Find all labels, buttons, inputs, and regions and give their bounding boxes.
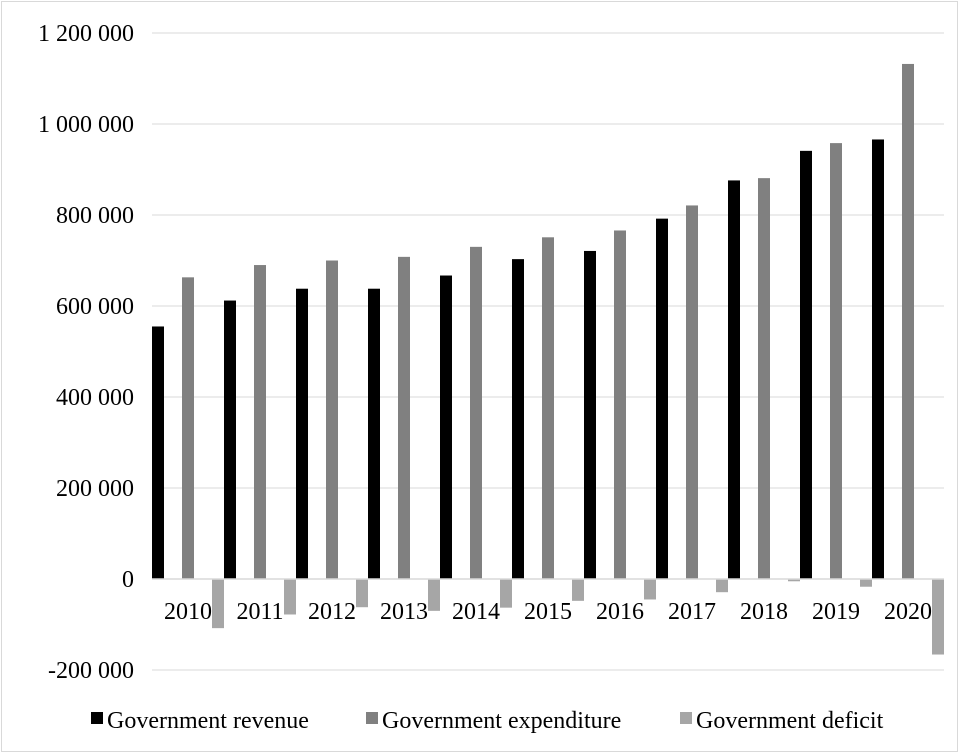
- y-tick-label: 200 000: [56, 476, 134, 502]
- y-tick-label: 1 200 000: [38, 21, 134, 47]
- x-tick-label: 2012: [308, 599, 356, 625]
- bar: [584, 250, 596, 579]
- bar: [656, 218, 668, 579]
- bar: [284, 579, 296, 615]
- x-tick-label: 2014: [452, 599, 500, 625]
- y-tick-label: -200 000: [48, 658, 134, 684]
- bar: [254, 265, 266, 579]
- bar: [326, 260, 338, 579]
- y-tick-label: 600 000: [56, 294, 134, 320]
- x-tick-label: 2015: [524, 599, 572, 625]
- bar: [356, 579, 368, 608]
- y-tick-label: 0: [122, 567, 134, 593]
- legend-label: Government revenue: [107, 708, 309, 734]
- bar: [830, 143, 842, 580]
- bar: [542, 237, 554, 580]
- bar: [932, 579, 944, 655]
- x-tick-label: 2010: [164, 599, 212, 625]
- bar: [212, 579, 224, 629]
- y-axis-ticks: -200 000 0 200 000 400 000 600 000 800 000 1 0…: [38, 21, 134, 684]
- bar: [296, 288, 308, 579]
- bar: [470, 246, 482, 579]
- bar: [872, 139, 884, 579]
- bar: [428, 579, 440, 611]
- legend: Government revenue Government expenditure…: [91, 708, 884, 734]
- bar: [152, 326, 164, 579]
- bar: [860, 579, 872, 587]
- x-tick-label: 2019: [812, 599, 860, 625]
- y-tick-label: 800 000: [56, 203, 134, 229]
- x-axis-ticks: 2010 2011 2012 2013 2014 2015 2016 2017 2018 2019…: [164, 599, 932, 625]
- legend-label: Government deficit: [696, 708, 884, 734]
- bar: [758, 178, 770, 579]
- x-tick-label: 2016: [596, 599, 644, 625]
- legend-label: Government expenditure: [382, 708, 621, 734]
- legend-swatch: [91, 712, 103, 724]
- x-tick-label: 2017: [668, 599, 716, 625]
- bar: [224, 300, 236, 579]
- bar: [716, 579, 728, 593]
- bar: [572, 579, 584, 601]
- y-tick-label: 400 000: [56, 385, 134, 411]
- bar: [902, 63, 914, 579]
- bars: [152, 63, 944, 655]
- bar: [644, 579, 656, 600]
- x-tick-label: 2020: [884, 599, 932, 625]
- x-tick-label: 2013: [380, 599, 428, 625]
- bar: [440, 275, 452, 579]
- bar: [788, 579, 800, 582]
- bar: [728, 180, 740, 580]
- legend-swatch: [366, 712, 378, 724]
- x-tick-label: 2018: [740, 599, 788, 625]
- bar: [398, 256, 410, 579]
- legend-swatch: [680, 712, 692, 724]
- bar: [614, 230, 626, 579]
- bar: [182, 277, 194, 579]
- bar: [686, 205, 698, 579]
- bar: [368, 288, 380, 579]
- y-tick-label: 1 000 000: [38, 112, 134, 138]
- bar: [800, 150, 812, 579]
- bar: [512, 259, 524, 579]
- x-tick-label: 2011: [236, 599, 283, 625]
- bar: [500, 579, 512, 608]
